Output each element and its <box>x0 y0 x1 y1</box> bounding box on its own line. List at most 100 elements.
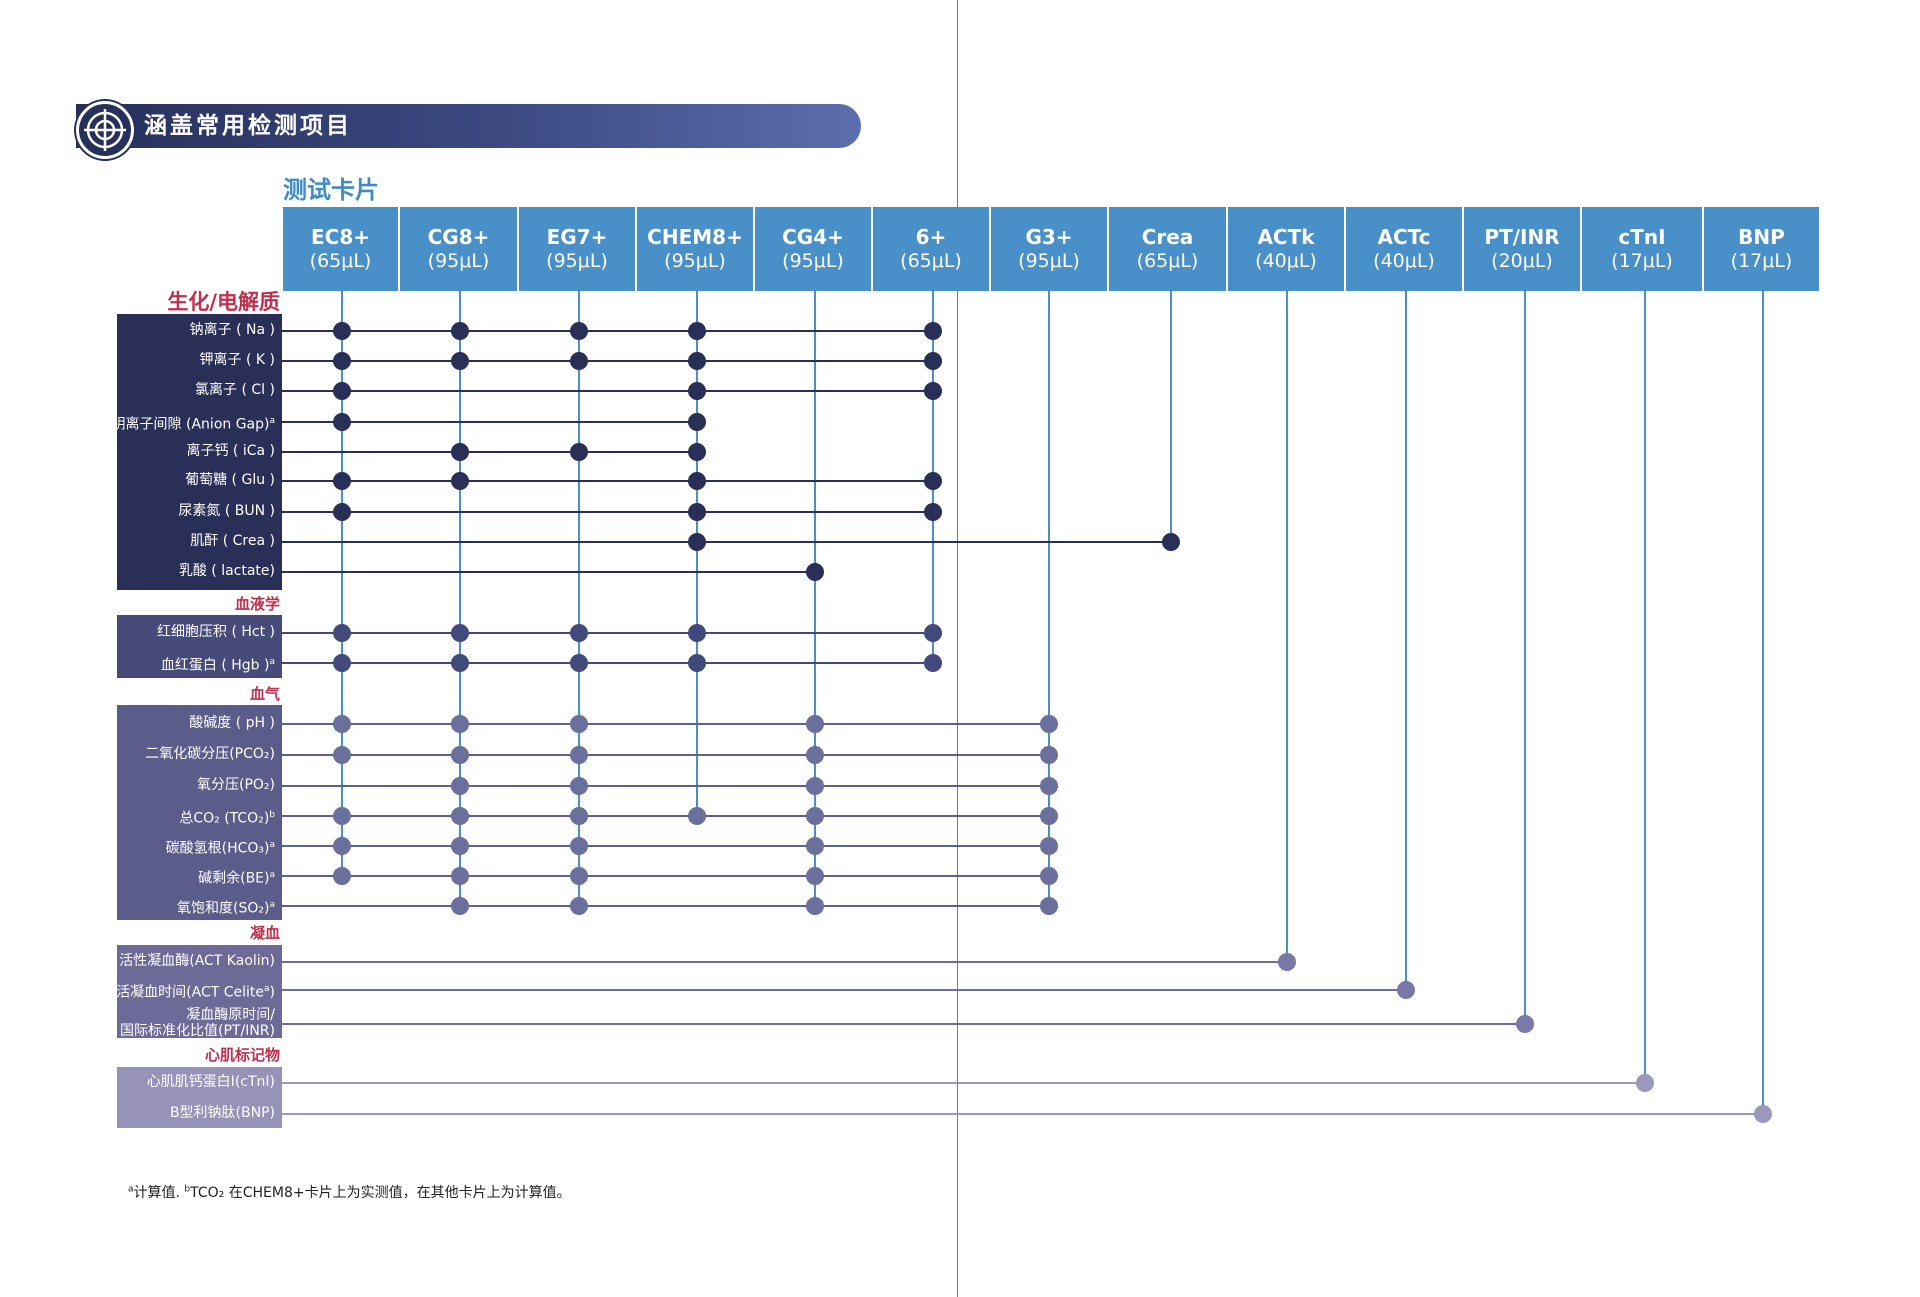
coverage-dot <box>924 654 942 672</box>
coverage-dot <box>570 715 588 733</box>
card-volume: (95μL) <box>1018 250 1080 272</box>
coverage-dot <box>688 533 706 551</box>
section-label: 血液学 <box>234 594 280 613</box>
coverage-dot <box>570 807 588 825</box>
footnote-a-text: 计算值. <box>133 1185 185 1201</box>
card-volume: (65μL) <box>309 250 372 272</box>
coverage-dot <box>333 807 351 825</box>
coverage-dot <box>1162 533 1180 551</box>
coverage-dot <box>570 443 588 461</box>
analyte-label: 凝血酶原时间/国际标准化比值(PT/INR) <box>120 1007 275 1039</box>
analyte-label: 血红蛋白 ( Hgb )a <box>160 657 275 674</box>
coverage-dot <box>570 746 588 764</box>
coverage-dot <box>688 413 706 431</box>
analyte-label: 阴离子间隙 (Anion Gap)a <box>111 416 275 433</box>
analyte-label: 肌酐 ( Crea ) <box>190 533 275 549</box>
coverage-dot <box>333 413 351 431</box>
coverage-dot <box>1040 897 1058 915</box>
coverage-dot <box>570 624 588 642</box>
card-volume: (95μL) <box>427 250 490 272</box>
card-header-ec8-: EC8+ (65μL) <box>283 207 398 291</box>
card-header-row: EC8+ (65μL) CG8+ (95μL) EG7+ (95μL) CHEM8+ (95μ… <box>283 207 1821 291</box>
card-header-actk: ACTk (40μL) <box>1228 207 1344 291</box>
coverage-dot <box>570 867 588 885</box>
analyte-block <box>117 1067 282 1128</box>
card-name: PT/INR <box>1484 225 1560 249</box>
coverage-dot <box>1040 777 1058 795</box>
analyte-block <box>117 314 282 590</box>
page-title: 涵盖常用检测项目 <box>144 113 352 139</box>
title-banner <box>76 104 861 148</box>
analyte-label: 葡萄糖 ( Glu ) <box>185 472 275 488</box>
coverage-dot <box>1278 953 1296 971</box>
card-header-6-: 6+ (65μL) <box>873 207 989 291</box>
card-name: G3+ <box>1025 225 1073 249</box>
analyte-label: 氧分压(PO₂) <box>197 777 275 793</box>
coverage-dot <box>333 746 351 764</box>
section-label: 血气 <box>249 684 280 703</box>
coverage-dot <box>688 624 706 642</box>
analyte-label: 钾离子 ( K ) <box>199 352 275 368</box>
coverage-dot <box>924 322 942 340</box>
coverage-dot <box>451 715 469 733</box>
card-header-ctni: cTnI (17μL) <box>1582 207 1702 291</box>
coverage-dot <box>333 867 351 885</box>
card-volume: (95μL) <box>664 250 726 272</box>
coverage-dot <box>806 746 824 764</box>
coverage-dot <box>806 867 824 885</box>
card-header-cg8-: CG8+ (95μL) <box>400 207 517 291</box>
coverage-dot <box>570 897 588 915</box>
coverage-dot <box>688 503 706 521</box>
coverage-dot <box>806 837 824 855</box>
coverage-dot <box>333 472 351 490</box>
footnote-b-marker: b <box>184 1184 191 1195</box>
card-volume: (17μL) <box>1611 250 1673 272</box>
coverage-dot <box>333 837 351 855</box>
coverage-dot <box>1040 807 1058 825</box>
card-header-bnp: BNP (17μL) <box>1704 207 1819 291</box>
coverage-dot <box>333 322 351 340</box>
coverage-dot <box>451 624 469 642</box>
analyte-label: 氧饱和度(SO₂)a <box>177 900 275 917</box>
coverage-dot <box>451 352 469 370</box>
coverage-dot <box>1040 837 1058 855</box>
card-volume: (95μL) <box>546 250 608 272</box>
coverage-dot <box>333 624 351 642</box>
card-header-crea: Crea (65μL) <box>1109 207 1226 291</box>
analyte-label: 红细胞压积 ( Hct ) <box>157 624 275 640</box>
target-emblem-icon <box>76 101 134 159</box>
coverage-dot <box>1040 715 1058 733</box>
coverage-dot <box>570 654 588 672</box>
coverage-dot <box>451 897 469 915</box>
coverage-dot <box>924 352 942 370</box>
coverage-dot <box>333 503 351 521</box>
coverage-dot <box>333 715 351 733</box>
analyte-label: 钠离子 ( Na ) <box>189 322 275 338</box>
coverage-dot <box>688 472 706 490</box>
card-name: EC8+ <box>310 225 370 249</box>
coverage-dot <box>333 654 351 672</box>
card-name: Crea <box>1141 225 1194 249</box>
coverage-dot <box>333 352 351 370</box>
card-name: ACTk <box>1257 225 1315 249</box>
coverage-dot <box>451 837 469 855</box>
card-name: ACTc <box>1377 225 1431 249</box>
coverage-dot <box>806 563 824 581</box>
card-volume: (95μL) <box>782 250 844 272</box>
coverage-dot <box>688 654 706 672</box>
card-header-chem8-: CHEM8+ (95μL) <box>637 207 753 291</box>
analyte-block <box>117 705 282 920</box>
analyte-label: 乳酸 ( lactate) <box>178 563 275 579</box>
footnote: a计算值. bTCO₂ 在CHEM8+卡片上为实测值，在其他卡片上为计算值。 <box>128 1182 571 1202</box>
coverage-dot <box>333 382 351 400</box>
card-name: CHEM8+ <box>647 225 743 249</box>
coverage-dot <box>451 867 469 885</box>
footnote-a-marker: a <box>128 1184 134 1195</box>
analyte-label: 尿素氮 ( BUN ) <box>178 503 275 519</box>
coverage-dot <box>570 322 588 340</box>
analyte-label: 碳酸氢根(HCO₃)a <box>165 840 275 857</box>
coverage-dot <box>451 443 469 461</box>
cards-heading: 测试卡片 <box>283 176 379 204</box>
page-divider <box>957 0 958 1297</box>
coverage-dot <box>570 777 588 795</box>
